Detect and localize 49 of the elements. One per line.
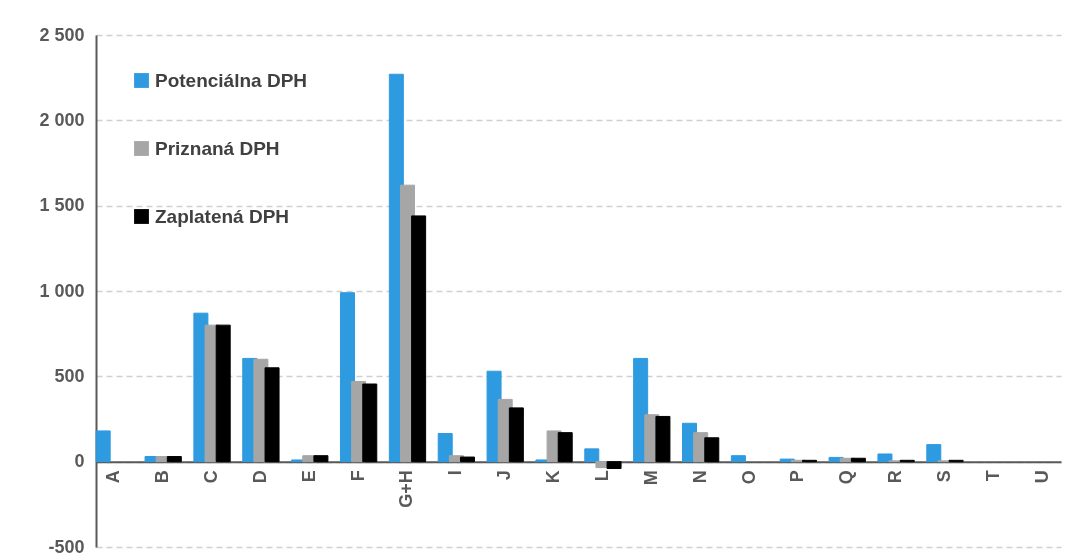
bar [508,407,524,463]
x-tick-label: I [445,470,466,476]
x-tick-label: D [249,470,270,484]
x-tick-label: E [298,470,319,483]
y-tick-label: 1 000 [39,280,85,301]
x-tick-label: Q [836,470,857,485]
y-tick-label: 2 000 [39,109,85,130]
bar [730,455,746,463]
y-tick-label: 1 500 [39,195,85,216]
bar [850,457,866,463]
y-tick-label: -500 [48,536,85,554]
y-tick-label: 0 [74,451,85,472]
bar [655,415,671,463]
bar [557,432,573,463]
x-tick-label: J [494,470,515,481]
x-tick-label: N [689,470,710,484]
x-tick-label: T [982,470,1003,482]
bar [362,383,378,463]
bar [166,456,182,463]
bar [95,430,111,463]
y-tick-label: 500 [54,365,85,386]
bar [459,456,475,463]
x-tick-label: F [347,470,368,482]
x-tick-label: U [1031,470,1052,484]
x-tick-label: M [640,470,661,486]
bar [606,461,622,469]
bar [437,433,453,463]
x-tick-label: A [103,470,124,484]
x-tick-label: B [152,470,173,484]
x-tick-label: K [543,470,564,484]
legend-label: Potenciálna DPH [155,69,308,91]
bar [877,453,893,463]
bar [215,324,231,463]
x-tick-label: C [201,470,222,484]
bar [704,437,720,463]
bar [411,215,427,463]
bar [584,448,600,463]
y-tick-label: 2 500 [39,24,85,45]
legend-label: Zaplatená DPH [155,205,290,227]
bar [313,455,329,463]
x-tick-label: O [738,470,759,485]
x-tick-label: L [591,470,612,482]
bar [926,444,942,463]
x-tick-label: S [933,470,954,483]
x-tick-label: R [885,470,906,484]
x-tick-label: P [787,470,808,483]
x-tick-label: G+H [396,470,417,508]
bar [264,367,280,463]
legend-label: Priznaná DPH [155,137,280,159]
